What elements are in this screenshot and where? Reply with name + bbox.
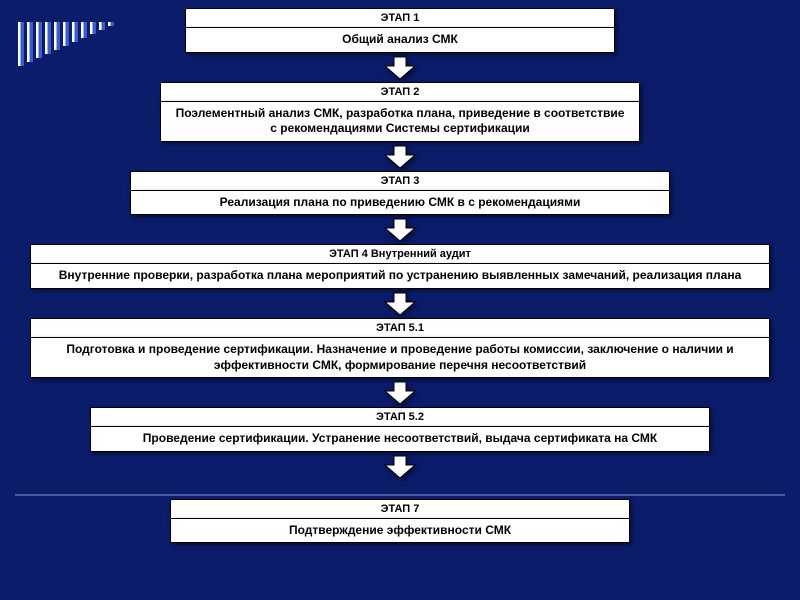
flowchart-content: ЭТАП 1Общий анализ СМК ЭТАП 2Поэлементный…: [0, 8, 800, 543]
down-arrow-icon: [383, 56, 417, 80]
stage-body: Внутренние проверки, разработка плана ме…: [30, 263, 770, 289]
stage-body: Общий анализ СМК: [185, 27, 615, 53]
stage-header: ЭТАП 3: [130, 171, 670, 191]
down-arrow-icon: [383, 292, 417, 316]
down-arrow-icon: [383, 145, 417, 169]
stage-header: ЭТАП 7: [170, 499, 630, 519]
down-arrow-icon: [383, 218, 417, 242]
stage-header: ЭТАП 5.2: [90, 407, 710, 427]
down-arrow-icon: [383, 455, 417, 479]
stage-body: Поэлементный анализ СМК, разработка план…: [160, 101, 640, 142]
stage-header: ЭТАП 1: [185, 8, 615, 28]
stage-body: Проведение сертификации. Устранение несо…: [90, 426, 710, 452]
stage-header: ЭТАП 2: [160, 82, 640, 102]
stage-header: ЭТАП 4 Внутренний аудит: [30, 244, 770, 264]
divider-line: [15, 494, 785, 496]
stage-body: Реализация плана по приведению СМК в с р…: [130, 190, 670, 216]
stage-body: Подтверждение эффективности СМК: [170, 518, 630, 544]
down-arrow-icon: [383, 381, 417, 405]
stage-body: Подготовка и проведение сертификации. На…: [30, 337, 770, 378]
stage-header: ЭТАП 5.1: [30, 318, 770, 338]
